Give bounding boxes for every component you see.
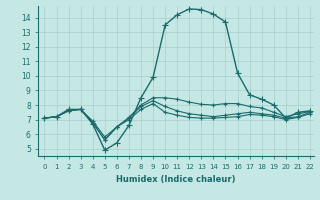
X-axis label: Humidex (Indice chaleur): Humidex (Indice chaleur) <box>116 175 236 184</box>
